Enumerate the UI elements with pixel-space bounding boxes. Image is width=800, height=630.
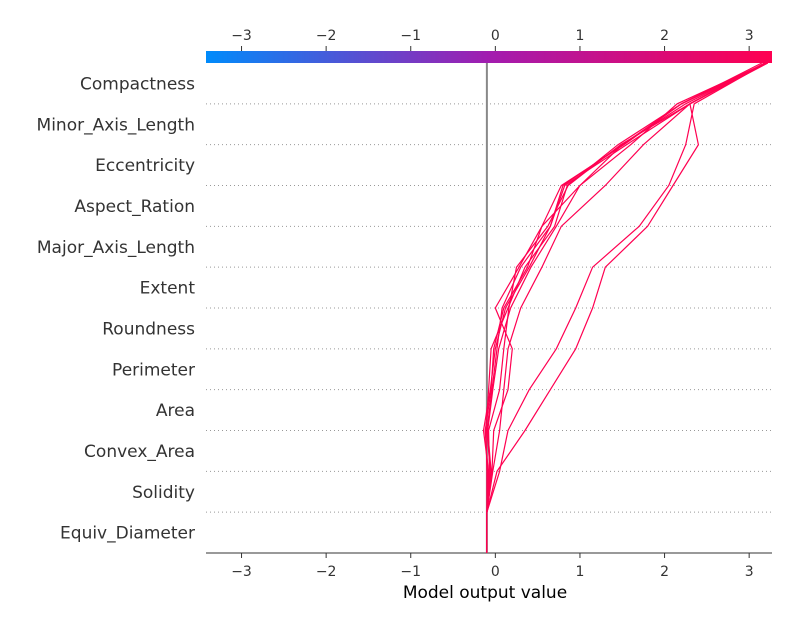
feature-label: Perimeter <box>112 360 195 380</box>
decision-line <box>486 62 765 553</box>
decision-line <box>486 62 769 553</box>
bottom-tick-label: 0 <box>491 564 500 580</box>
decision-line <box>486 62 767 553</box>
decision-line <box>486 62 769 553</box>
decision-line <box>486 62 767 553</box>
top-tick-label: 0 <box>491 28 500 44</box>
bottom-axis: −3 −2 −1 0 1 2 3 <box>206 552 772 580</box>
decision-line <box>484 62 763 553</box>
feature-label: Extent <box>140 279 196 299</box>
feature-label: Equiv_Diameter <box>60 524 195 544</box>
feature-label: Solidity <box>132 483 195 503</box>
feature-label: Area <box>156 401 195 421</box>
top-tick-label: −2 <box>316 28 337 44</box>
top-axis: −3 −2 −1 0 1 2 3 <box>231 28 754 51</box>
top-tick-label: 3 <box>745 28 754 44</box>
feature-label: Major_Axis_Length <box>37 238 195 258</box>
feature-label: Eccentricity <box>95 156 195 176</box>
feature-label: Compactness <box>80 74 195 94</box>
bottom-tick-label: 3 <box>745 564 754 580</box>
top-tick-label: 1 <box>575 28 584 44</box>
top-tick-label: −3 <box>231 28 252 44</box>
bottom-tick-label: −3 <box>231 564 252 580</box>
top-tick-label: 2 <box>660 28 669 44</box>
decision-line <box>486 62 767 553</box>
feature-label: Convex_Area <box>84 442 195 462</box>
decision-line <box>485 62 767 553</box>
feature-label: Aspect_Ration <box>74 197 195 217</box>
feature-labels: Equiv_Diameter Solidity Convex_Area Area Per… <box>37 74 196 543</box>
decision-line <box>482 62 767 553</box>
colorbar <box>206 51 772 63</box>
top-tick-label: −1 <box>400 28 421 44</box>
bottom-tick-label: −1 <box>400 564 421 580</box>
feature-label: Minor_Axis_Length <box>37 115 195 135</box>
x-axis-title: Model output value <box>403 583 567 603</box>
bottom-tick-label: −2 <box>316 564 337 580</box>
bottom-tick-label: 1 <box>575 564 584 580</box>
bottom-tick-label: 2 <box>660 564 669 580</box>
feature-label: Roundness <box>102 319 195 339</box>
decision-lines <box>482 62 769 553</box>
decision-line <box>486 62 767 553</box>
